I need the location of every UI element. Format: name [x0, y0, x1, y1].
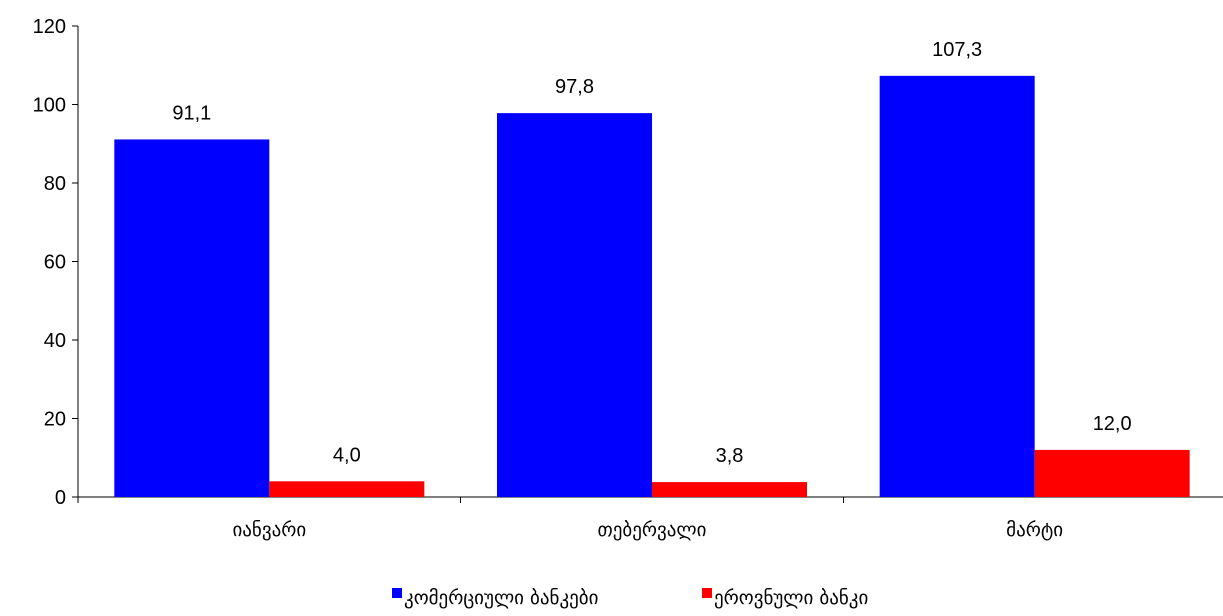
legend-label: ეროვნული ბანკი — [714, 587, 868, 609]
bar-national-bank — [652, 482, 807, 497]
legend-swatch — [702, 588, 712, 598]
y-tick-label: 100 — [33, 95, 66, 117]
y-axis: 0 20 40 60 80 100 120 — [33, 16, 79, 509]
data-label: 97,8 — [555, 76, 594, 98]
y-tick-label: 80 — [44, 173, 66, 195]
data-label: 4,0 — [333, 444, 361, 466]
y-tick-label: 20 — [44, 409, 66, 431]
y-tick-label: 0 — [55, 487, 66, 509]
data-label: 91,1 — [172, 102, 211, 124]
legend-label: კომერციული ბანკები — [404, 587, 598, 609]
y-tick-label: 120 — [33, 16, 66, 38]
legend: კომერციული ბანკები ეროვნული ბანკი — [392, 587, 868, 609]
bar-commercial-banks — [114, 139, 270, 497]
bar-commercial-banks — [879, 75, 1035, 497]
bars — [114, 75, 1190, 497]
data-label: 3,8 — [716, 445, 744, 467]
x-axis: იანვარი თებერვალი მარტი — [77, 496, 1223, 541]
x-tick-label: თებერვალი — [598, 519, 707, 541]
y-tick-label: 60 — [44, 252, 66, 274]
data-label: 107,3 — [932, 39, 982, 61]
data-labels: 91,1 4,0 97,8 3,8 107,3 12,0 — [172, 39, 1131, 467]
x-tick-label: იანვარი — [232, 519, 306, 541]
bar-national-bank — [1034, 449, 1190, 497]
x-tick-label: მარტი — [1006, 519, 1063, 541]
bar-national-bank — [269, 481, 425, 497]
bar-commercial-banks — [497, 113, 652, 497]
y-tick-label: 40 — [44, 330, 66, 352]
data-label: 12,0 — [1093, 413, 1132, 435]
legend-swatch — [392, 588, 402, 598]
